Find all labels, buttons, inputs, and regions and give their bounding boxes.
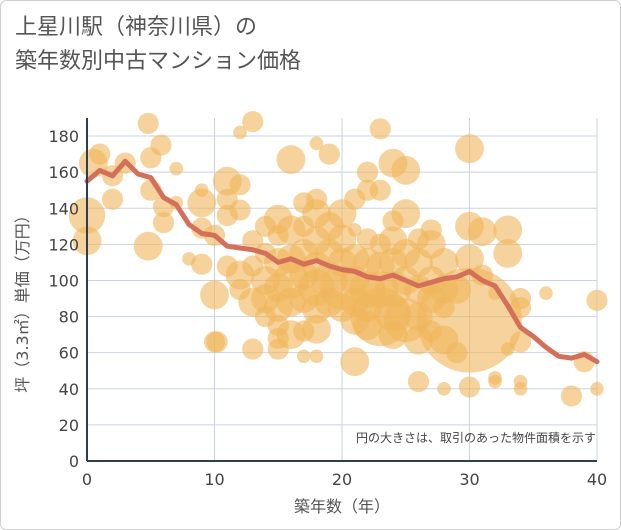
tick-labels: 0 10 20 30 40 0 20 40 60 80 100 120 140 160 180: [48, 127, 607, 489]
bubble-point: [89, 143, 111, 165]
bubble-point: [437, 381, 451, 396]
x-tick-label: 20: [332, 470, 352, 489]
y-tick-label: 60: [59, 344, 79, 363]
bubble-point: [369, 118, 391, 140]
bubble-point: [391, 155, 421, 185]
y-tick-label: 80: [59, 308, 79, 327]
x-tick-label: 30: [459, 470, 479, 489]
bubble-point: [455, 134, 484, 164]
bubble-layer: [68, 111, 608, 407]
bubble-point: [191, 253, 213, 275]
y-tick-label: 20: [59, 416, 79, 435]
bubble-point: [200, 280, 229, 310]
bubble-point: [340, 347, 370, 377]
y-tick-label: 0: [69, 452, 79, 471]
axes: [86, 118, 597, 462]
bubble-point: [560, 385, 583, 407]
y-tick-label: 120: [48, 235, 79, 254]
trend-line: [84, 158, 600, 365]
chart-title-line1: 上星川駅（神奈川県）の: [15, 15, 258, 40]
bubble-point: [458, 376, 481, 398]
bubble-point: [318, 143, 340, 165]
bubble-point: [309, 136, 324, 151]
bubble-point: [101, 188, 124, 210]
y-axis-label: 坪（3.3㎡）単価（万円）: [13, 207, 32, 392]
bubble-point: [493, 215, 523, 245]
bubble-point: [296, 349, 311, 364]
bubble-point: [493, 238, 523, 268]
x-axis-label: 築年数（年）: [294, 497, 390, 516]
bubble-point: [467, 217, 497, 247]
bubble-point: [133, 231, 163, 261]
bubble-point: [407, 370, 430, 393]
bubble-point: [455, 244, 484, 274]
bubble-point: [356, 161, 379, 183]
bubble-point: [539, 286, 553, 300]
bubble-point: [152, 212, 175, 234]
x-tick-label: 40: [587, 470, 607, 489]
bubble-point: [302, 314, 331, 344]
bubble-point: [429, 248, 459, 277]
y-tick-label: 180: [48, 127, 79, 146]
bubble-point: [488, 374, 502, 389]
y-tick-label: 100: [48, 271, 79, 290]
bubble-point: [242, 338, 264, 360]
bubble-point: [276, 145, 306, 174]
x-tick-label: 0: [82, 470, 92, 489]
bubble-point: [229, 199, 251, 221]
bubble-point: [509, 296, 532, 319]
bubble-point: [513, 381, 528, 396]
size-note: 円の大きさは、取引のあった物件面積を示す: [356, 430, 596, 445]
bubble-point: [586, 289, 608, 311]
bubble-point: [509, 331, 532, 353]
bubble-point: [590, 381, 604, 396]
bubble-point: [309, 349, 324, 364]
x-tick-label: 10: [204, 470, 224, 489]
bubble-point: [233, 125, 247, 140]
bubble-point: [169, 161, 184, 176]
bubble-point: [391, 199, 421, 229]
bubble-point: [229, 174, 251, 196]
bubble-point: [137, 112, 159, 135]
bubble-point: [347, 223, 362, 237]
y-tick-label: 140: [48, 199, 79, 218]
bubble-point: [242, 111, 264, 133]
y-tick-label: 40: [59, 380, 79, 399]
bubble-point: [206, 331, 228, 353]
bubble-point: [150, 134, 172, 156]
y-tick-label: 160: [48, 163, 79, 182]
bubble-point: [187, 188, 217, 218]
chart-title: 上星川駅（神奈川県）の 築年数別中古マンション価格: [15, 11, 301, 79]
chart-title-line2: 築年数別中古マンション価格: [15, 49, 302, 74]
bubble-point: [369, 179, 391, 201]
